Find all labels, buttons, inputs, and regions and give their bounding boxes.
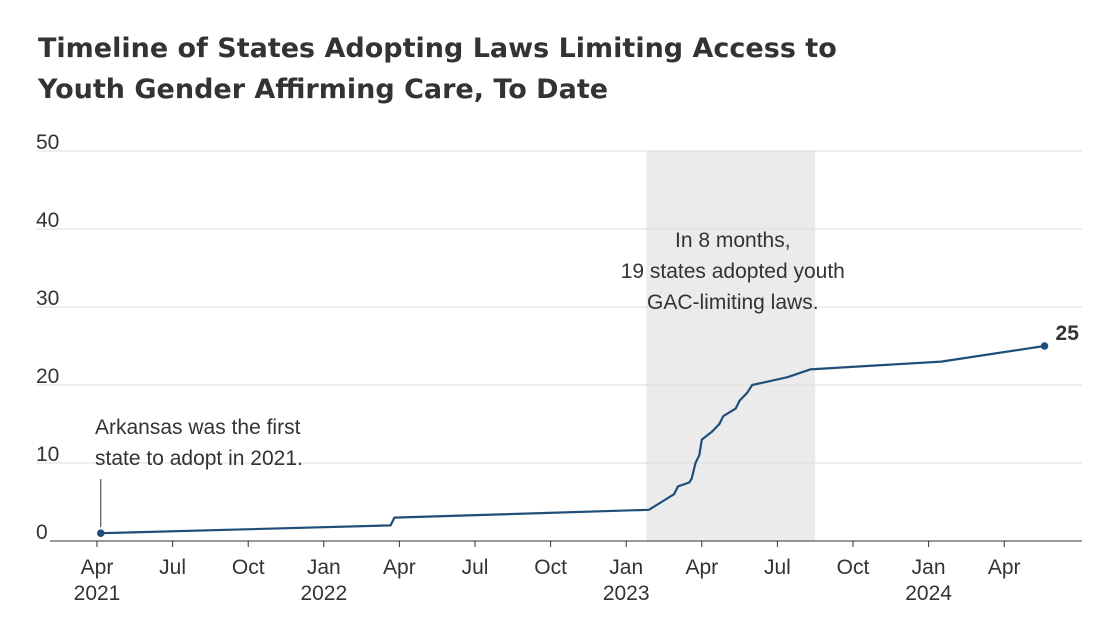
x-tick-label-8: Apr [685, 556, 718, 579]
start-point [96, 529, 105, 537]
chart-title: Timeline of States Adopting Laws Limitin… [38, 28, 1078, 110]
x-tick-label-6: Oct [534, 556, 567, 579]
y-tick-label-30: 30 [36, 287, 59, 310]
y-tick-label-10: 10 [36, 443, 59, 466]
x-tick-year-3: 2022 [300, 582, 347, 605]
x-tick-year-7: 2023 [603, 582, 650, 605]
highlight-note-line-3: GAC-limiting laws. [647, 291, 819, 314]
highlight-band [646, 151, 816, 541]
y-tick-label-0: 0 [36, 521, 48, 544]
chart-title-line-1: Timeline of States Adopting Laws Limitin… [38, 33, 837, 64]
x-tick-label-12: Apr [988, 556, 1021, 579]
x-tick-year-11: 2024 [905, 582, 952, 605]
end-point [1040, 342, 1049, 350]
highlight-note-line-2: 19 states adopted youth [621, 260, 845, 283]
chart-title-line-2: Youth Gender Affirming Care, To Date [38, 74, 609, 105]
arkansas-note-line-2: state to adopt in 2021. [95, 447, 303, 470]
y-tick-label-50: 50 [36, 131, 59, 154]
x-tick-label-7: Jan [609, 556, 643, 579]
series-line [100, 344, 1045, 535]
y-tick-label-20: 20 [36, 365, 59, 388]
x-tick-label-10: Oct [837, 556, 870, 579]
highlight-note-line-1: In 8 months, [675, 229, 791, 252]
x-tick-label-4: Apr [383, 556, 416, 579]
x-tick-year-0: 2021 [74, 582, 121, 605]
arkansas-note-line-1: Arkansas was the first [95, 416, 301, 439]
x-tick-label-0: Apr [81, 556, 114, 579]
x-tick-label-3: Jan [307, 556, 341, 579]
y-tick-label-40: 40 [36, 209, 59, 232]
x-tick-label-1: Jul [159, 556, 186, 579]
x-tick-label-9: Jul [764, 556, 791, 579]
end-value-label: 25 [1056, 322, 1080, 345]
x-tick-label-11: Jan [912, 556, 946, 579]
x-tick-label-2: Oct [232, 556, 265, 579]
x-tick-label-5: Jul [462, 556, 489, 579]
